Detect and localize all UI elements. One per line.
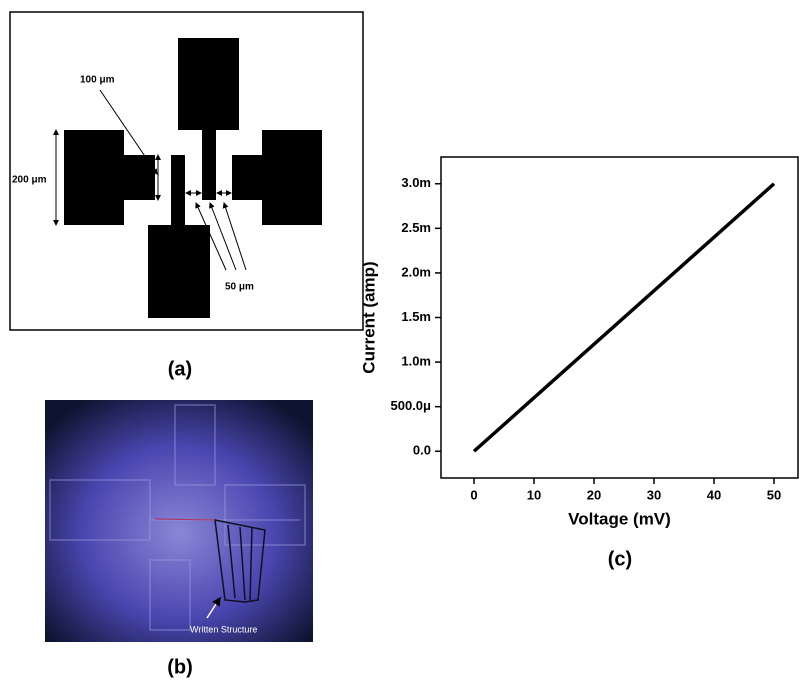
x-tick-label: 50 xyxy=(767,487,781,502)
annotation: 200 μm xyxy=(12,175,47,186)
y-tick-label: 3.0m xyxy=(401,175,431,190)
x-tick-label: 40 xyxy=(707,487,721,502)
micrograph xyxy=(45,400,313,642)
annotation: Written Structure xyxy=(190,624,257,634)
panel-a: 100 μm 200 μm 50 μm (a) xyxy=(9,11,364,380)
panel-label: (c) xyxy=(608,548,632,570)
pointer-arrow xyxy=(206,596,221,619)
y-tick-label: 2.0m xyxy=(401,264,431,279)
y-tick-label: 1.0m xyxy=(401,354,431,369)
x-axis-label: Voltage (mV) xyxy=(568,509,671,528)
annotation: 100 μm xyxy=(80,75,115,86)
panel-label: (a) xyxy=(168,358,192,380)
dimension-arrows xyxy=(53,89,247,271)
x-tick-label: 0 xyxy=(470,487,477,502)
x-tick-label: 30 xyxy=(647,487,661,502)
plot-frame xyxy=(440,156,799,479)
electrode-pattern xyxy=(64,38,322,318)
micrograph-pattern xyxy=(49,404,306,631)
data-line xyxy=(472,182,776,453)
y-tick-label: 2.5m xyxy=(401,220,431,235)
panel-c: 0.0 500.0μ 1.0m 1.5m 2.0m 2.5m 3.0m 0 10 20 30 40 50… xyxy=(359,156,799,570)
panel-label: (b) xyxy=(167,656,193,678)
annotation: 50 μm xyxy=(225,282,254,293)
x-tick-label: 10 xyxy=(527,487,541,502)
y-axis-label: Current (amp) xyxy=(359,261,378,373)
x-tick-label: 20 xyxy=(587,487,601,502)
written-structure xyxy=(154,518,266,603)
panel-b: Written Structure (b) xyxy=(45,400,313,678)
y-tick-label: 1.5m xyxy=(401,309,431,324)
y-tick-label: 0.0 xyxy=(413,443,431,458)
y-tick-label: 500.0μ xyxy=(391,398,432,413)
